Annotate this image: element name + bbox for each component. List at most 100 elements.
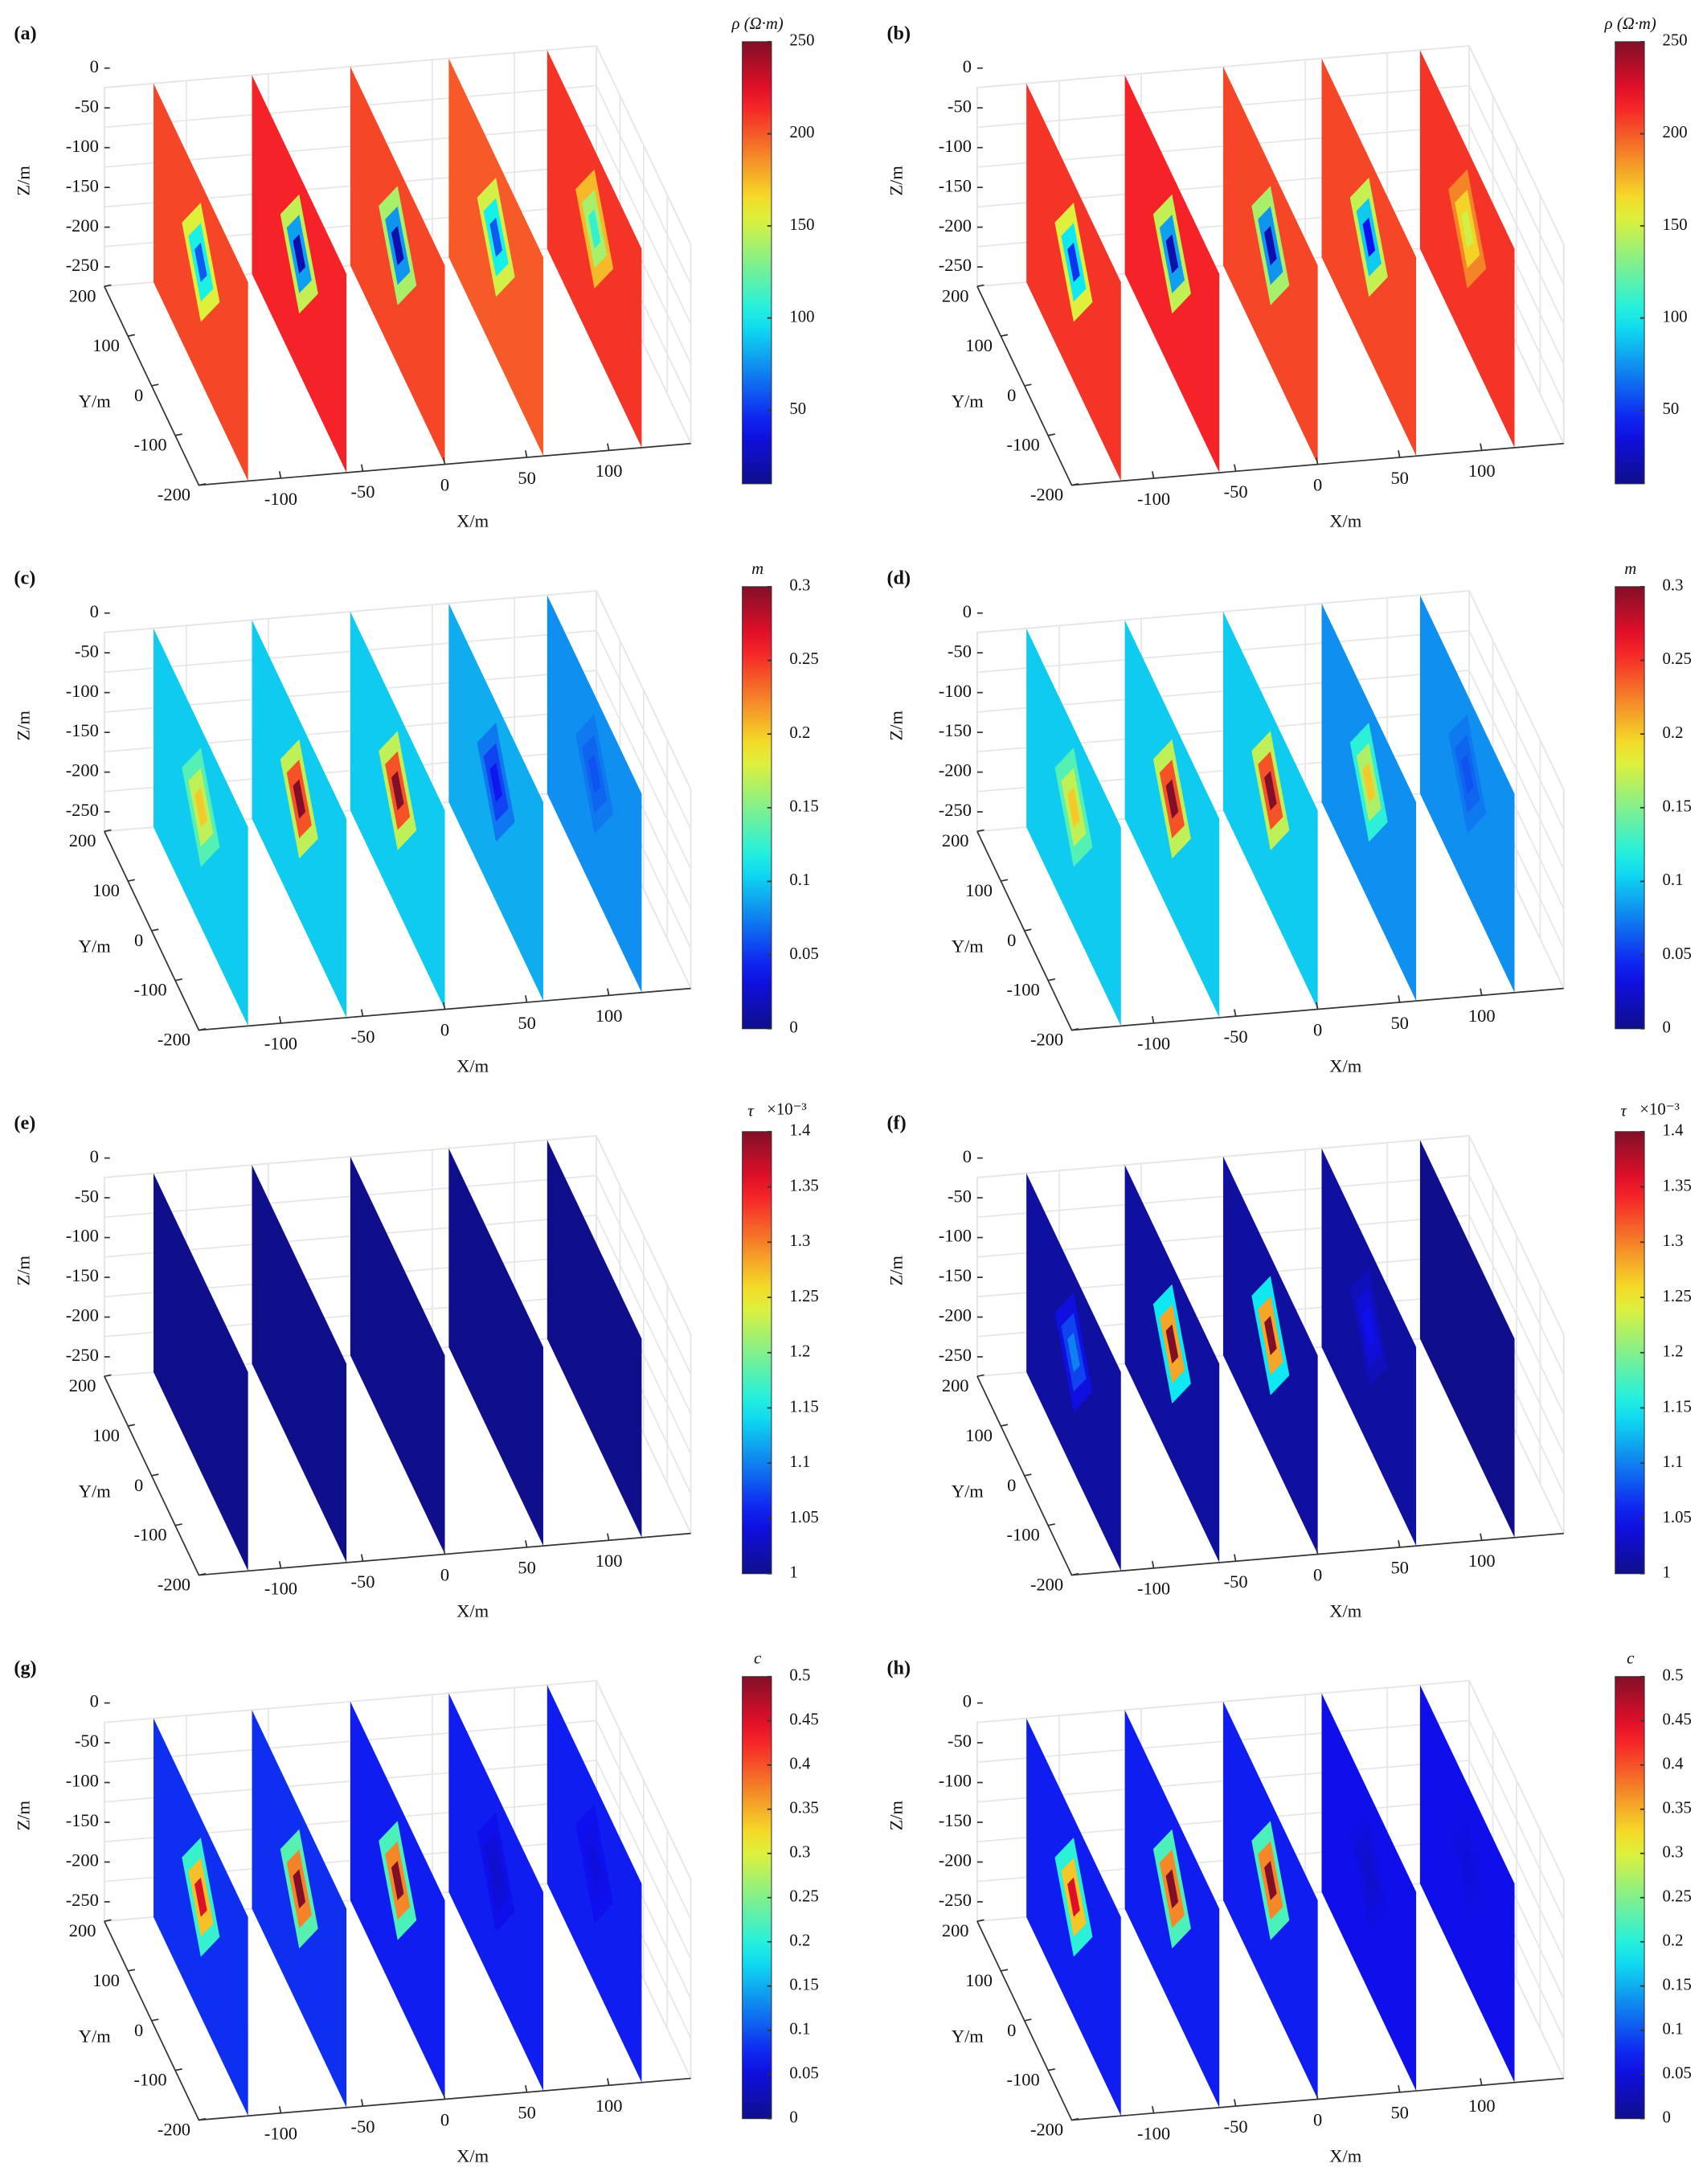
x-tick: [360, 1009, 364, 1017]
panel: 0 -50 -100 -150 -200 -250 200 100 0 -100 -200 -100 -…: [886, 1650, 1691, 2166]
x-tick: [1316, 1547, 1319, 1555]
z-axis-label: Z/m: [13, 166, 33, 196]
y-tick-label: 0: [134, 1475, 143, 1495]
z-axis-label: Z/m: [13, 1800, 33, 1830]
x-tick: [1398, 995, 1401, 1003]
x-tick-label: -50: [1224, 2116, 1248, 2137]
x-tick: [1234, 1009, 1237, 1017]
z-tick-label: -100: [939, 136, 972, 156]
slice-anomaly: [489, 1307, 502, 1347]
colorbar-title: τ: [747, 1102, 755, 1120]
z-tick-label: -50: [948, 641, 972, 661]
y-tick: [976, 1374, 984, 1378]
z-tick-label: 0: [963, 1146, 972, 1166]
x-tick: [1480, 443, 1483, 451]
z-tick-label: -250: [66, 800, 99, 820]
y-tick: [104, 1919, 112, 1922]
x-tick: [1151, 2105, 1155, 2113]
y-tick: [104, 829, 112, 833]
x-tick-label: 100: [596, 2096, 623, 2116]
slice-anomaly: [1460, 209, 1474, 249]
z-axis-label: Z/m: [886, 711, 906, 741]
y-tick-label: -100: [133, 2070, 166, 2090]
colorbar-tick-label: 100: [1663, 308, 1688, 326]
z-tick-label: -200: [939, 1850, 972, 1871]
x-tick: [278, 2105, 282, 2113]
y-tick-label: 0: [134, 2020, 143, 2040]
x-tick-label: 50: [518, 1558, 535, 1578]
x-tick-label: 0: [440, 2109, 449, 2129]
x-axis-label: X/m: [456, 1600, 489, 1621]
x-tick-label: 100: [596, 1006, 623, 1026]
colorbar-tick-label: 250: [789, 32, 814, 50]
x-tick: [1234, 464, 1237, 472]
slice-anomaly: [391, 1315, 404, 1356]
colorbar: [742, 586, 772, 1030]
slice-anomaly: [293, 779, 306, 819]
x-tick-label: 100: [1468, 2096, 1496, 2116]
x-axis-label: X/m: [1329, 2145, 1361, 2166]
y-axis-label: Y/m: [79, 1481, 111, 1502]
y-axis-label: Y/m: [952, 391, 984, 412]
colorbar-tick-label: 1.2: [789, 1343, 810, 1361]
x-axis-label: X/m: [1329, 1600, 1361, 1621]
x-tick-label: 0: [440, 474, 449, 494]
colorbar-tick-label: 1.1: [789, 1453, 810, 1471]
x-tick: [442, 457, 446, 465]
colorbar-tick-label: 1.4: [1663, 1122, 1684, 1140]
slice-anomaly: [1362, 1852, 1376, 1892]
slice-anomaly: [587, 754, 601, 794]
y-tick: [1024, 383, 1032, 387]
x-axis-label: X/m: [456, 1055, 489, 1076]
x-tick: [442, 1002, 446, 1010]
colorbar-tick-label: 0.45: [1663, 1711, 1692, 1729]
colorbar-tick-label: 100: [789, 308, 814, 326]
y-tick-label: -200: [1030, 1030, 1063, 1050]
x-tick-label: 50: [518, 2103, 535, 2123]
x-tick-label: -50: [1224, 1571, 1248, 1592]
panel: 0 -50 -100 -150 -200 -250 200 100 0 -100 -200 -100 -…: [13, 1101, 818, 1621]
y-axis-label: Y/m: [952, 2026, 984, 2047]
x-tick: [1151, 1016, 1155, 1024]
z-axis-label: Z/m: [13, 711, 33, 741]
y-tick-label: -200: [1030, 2119, 1063, 2139]
y-tick-label: 100: [92, 335, 120, 355]
z-tick-label: -100: [66, 681, 99, 701]
y-tick-label: 200: [942, 285, 969, 305]
colorbar-tick-label: 0.2: [1663, 1932, 1684, 1949]
z-tick-label: -200: [939, 760, 972, 781]
colorbar-tick-label: 0.2: [789, 724, 810, 742]
panel-label: (d): [887, 568, 911, 589]
colorbar-tick-label: 1.2: [1663, 1343, 1684, 1361]
y-tick: [976, 829, 984, 833]
y-tick-label: 100: [965, 335, 993, 355]
y-tick-label: 200: [942, 1920, 969, 1940]
colorbar-tick-label: 1.15: [789, 1398, 818, 1416]
slice-anomaly: [489, 762, 502, 802]
y-tick: [199, 483, 207, 486]
y-tick-label: 200: [69, 285, 96, 305]
colorbar-tick-label: 200: [1663, 124, 1688, 141]
x-tick: [524, 995, 528, 1003]
z-tick-label: -200: [939, 215, 972, 236]
x-tick-label: 50: [1390, 1013, 1408, 1033]
x-tick-label: 100: [1468, 1006, 1496, 1026]
panel: 0 -50 -100 -150 -200 -250 200 100 0 -100 -200 -100 -…: [13, 560, 818, 1076]
colorbar-tick-label: 0.4: [1663, 1756, 1684, 1773]
colorbar-tick-label: 0.15: [1663, 798, 1692, 816]
z-tick-label: -150: [66, 720, 99, 740]
y-tick-label: -100: [1007, 1525, 1040, 1545]
x-tick-label: 100: [1468, 1551, 1496, 1571]
x-tick: [607, 443, 610, 451]
colorbar-tick-label: 1.1: [1663, 1453, 1684, 1471]
x-tick-label: 100: [596, 1551, 623, 1571]
y-tick-label: 0: [1007, 1475, 1016, 1495]
z-tick-label: -150: [66, 175, 99, 195]
y-tick: [151, 928, 159, 932]
colorbar-tick-label: 0.2: [1663, 724, 1684, 742]
z-tick-label: -150: [939, 1265, 972, 1285]
z-tick-label: -200: [939, 1305, 972, 1326]
y-tick: [1071, 2117, 1079, 2121]
z-tick-label: -250: [939, 800, 972, 820]
x-tick: [1398, 450, 1401, 458]
